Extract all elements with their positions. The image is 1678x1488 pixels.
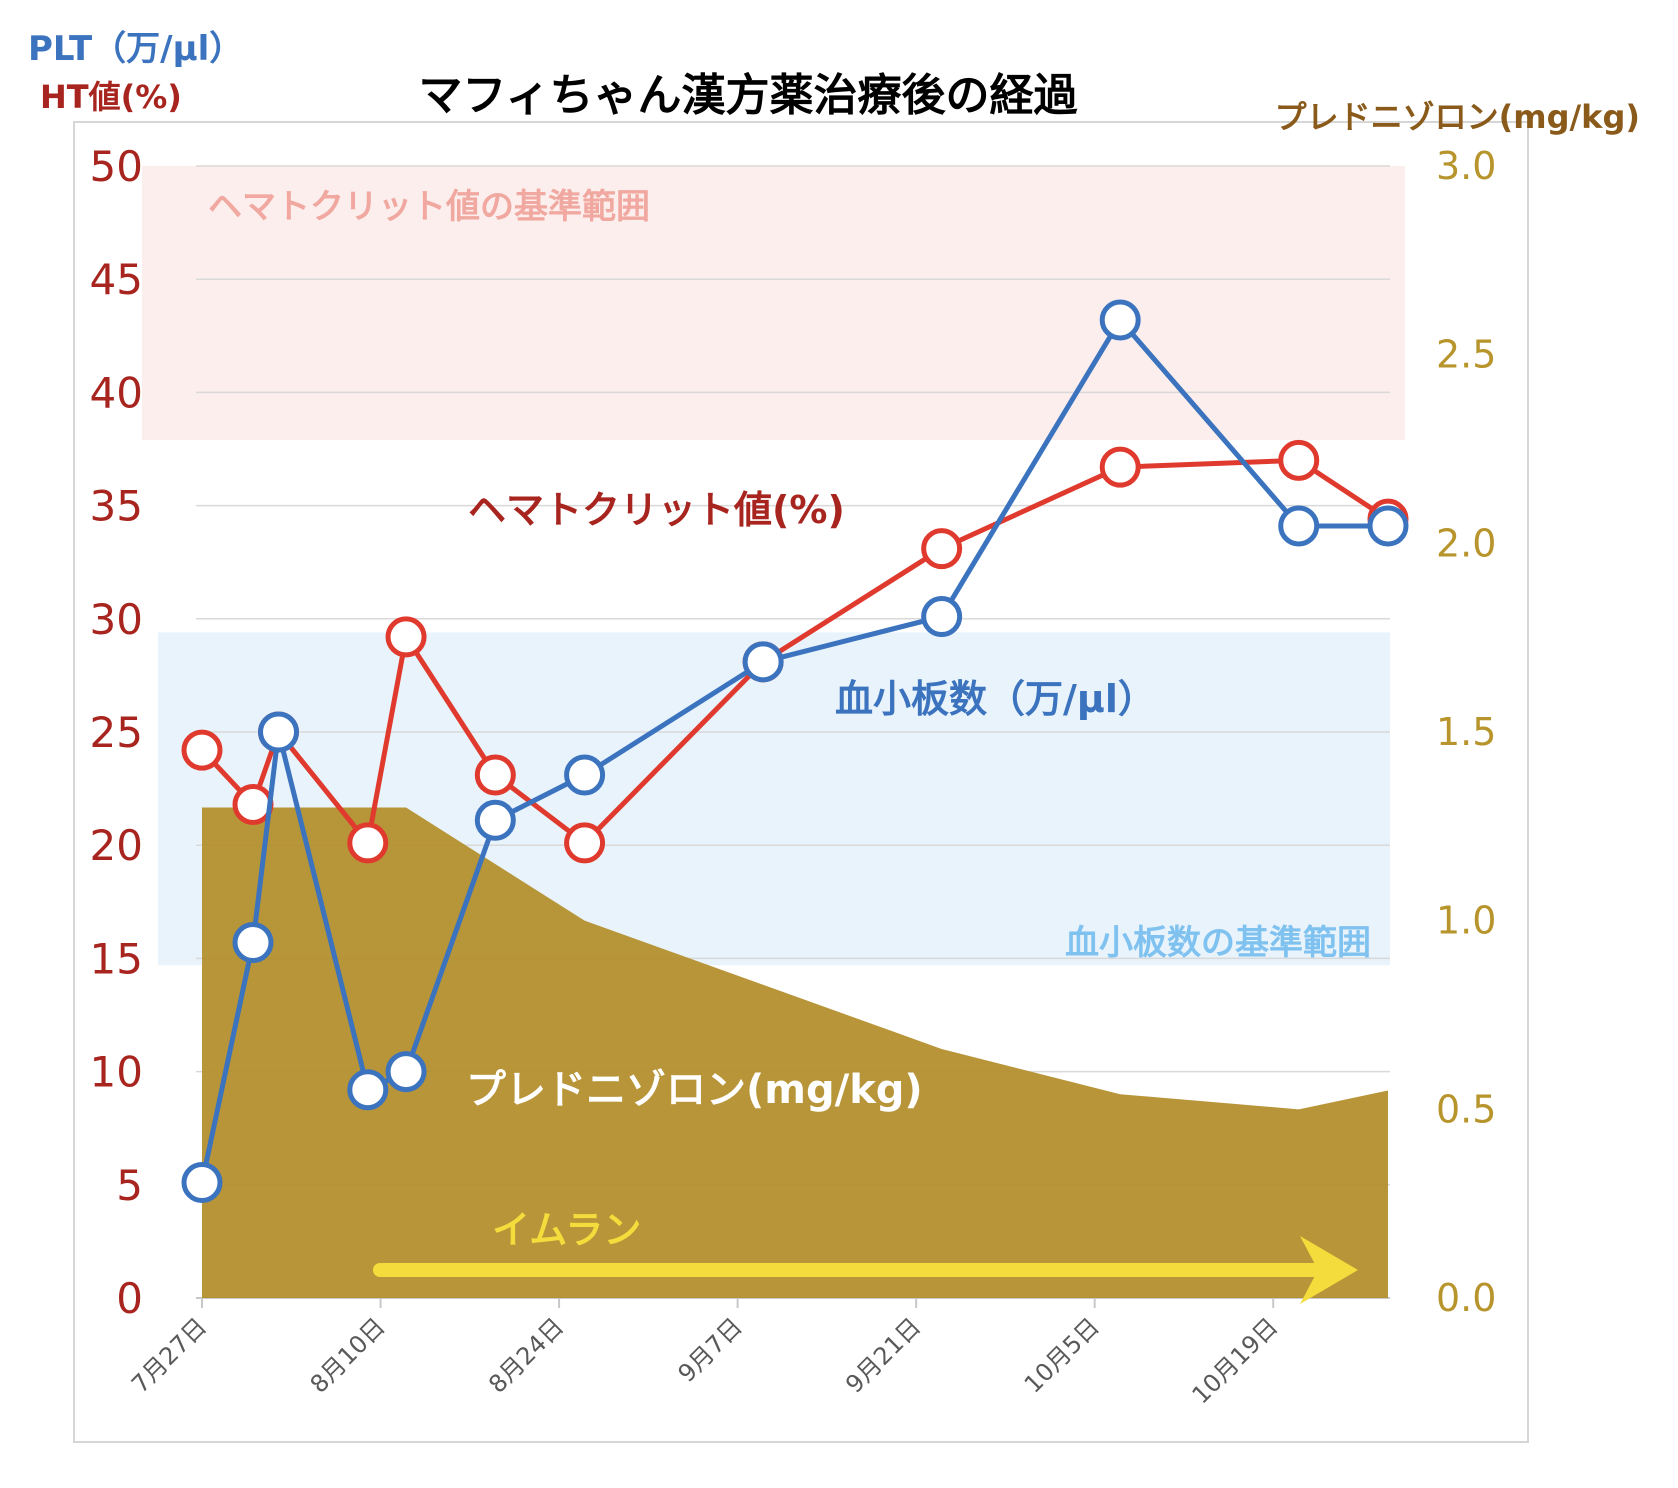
right-tick-label: 0.5	[1436, 1087, 1496, 1131]
plt-point	[742, 641, 784, 683]
right-tick-label: 2.5	[1436, 333, 1496, 377]
ht-axis-label: HT値(%)	[40, 78, 182, 116]
plt-reference-band-label: 血小板数の基準範囲	[1065, 923, 1371, 963]
prednisolone-area	[202, 807, 1388, 1298]
prednisolone-series-label: プレドニゾロン(mg/kg)	[466, 1067, 923, 1113]
left-tick-label: 20	[90, 821, 143, 870]
left-tick-label: 10	[90, 1048, 143, 1097]
right-tick-label: 1.0	[1436, 899, 1496, 943]
series-lines	[181, 299, 1409, 1204]
left-tick-label: 40	[90, 368, 143, 417]
prednisolone-area-layer	[202, 807, 1388, 1298]
plt-point	[921, 596, 963, 638]
right-tick-label: 1.5	[1436, 710, 1496, 754]
plt-point	[347, 1069, 389, 1111]
left-tick-label: 0	[116, 1274, 143, 1323]
left-tick-label: 15	[90, 934, 143, 983]
plt-point	[232, 922, 274, 964]
plt-point	[564, 754, 606, 796]
ht-point	[232, 783, 274, 825]
right-tick-label: 3.0	[1436, 144, 1496, 188]
ht-point	[1278, 439, 1320, 481]
left-tick-label: 35	[90, 482, 143, 531]
ht-point	[1099, 446, 1141, 488]
left-tick-label: 5	[116, 1161, 143, 1210]
right-axis-ticks: 0.0 0.5 1.0 1.5 2.0 2.5 3.0	[1436, 144, 1496, 1320]
reference-bands	[142, 166, 1405, 966]
left-tick-label: 45	[90, 255, 143, 304]
right-tick-label: 0.0	[1436, 1276, 1496, 1320]
plt-point	[474, 799, 516, 841]
ht-point	[347, 822, 389, 864]
plt-point	[1367, 505, 1409, 547]
right-tick-label: 2.0	[1436, 521, 1496, 565]
plt-axis-label: PLT（万/μl）	[28, 29, 243, 69]
plt-point	[258, 711, 300, 753]
ht-series-label: ヘマトクリット値(%)	[468, 488, 845, 532]
imuran-label: イムラン	[492, 1208, 641, 1252]
ht-point	[385, 616, 427, 658]
plt-series-label: 血小板数（万/μl）	[835, 677, 1156, 721]
left-axis-ticks: 0 5 10 15 20 25 30 35 40 45 50	[90, 142, 143, 1323]
ht-reference-band-label: ヘマトクリット値の基準範囲	[208, 187, 650, 227]
left-tick-label: 25	[90, 708, 143, 757]
ht-reference-band	[142, 166, 1405, 440]
chart-title: マフィちゃん漢方薬治療後の経過	[418, 70, 1078, 121]
prednisolone-axis-label: プレドニゾロン(mg/kg)	[1275, 98, 1640, 136]
imuran-arrow-head	[1300, 1236, 1358, 1304]
left-tick-label: 50	[90, 142, 143, 191]
ht-point	[564, 822, 606, 864]
ht-point	[921, 528, 963, 570]
plt-line	[199, 317, 1388, 1184]
plt-point	[181, 1162, 223, 1204]
plt-point	[1099, 299, 1141, 341]
ht-point	[181, 729, 223, 771]
left-tick-label: 30	[90, 595, 143, 644]
ht-point	[474, 754, 516, 796]
plt-point	[1278, 505, 1320, 547]
plt-point	[385, 1051, 427, 1093]
